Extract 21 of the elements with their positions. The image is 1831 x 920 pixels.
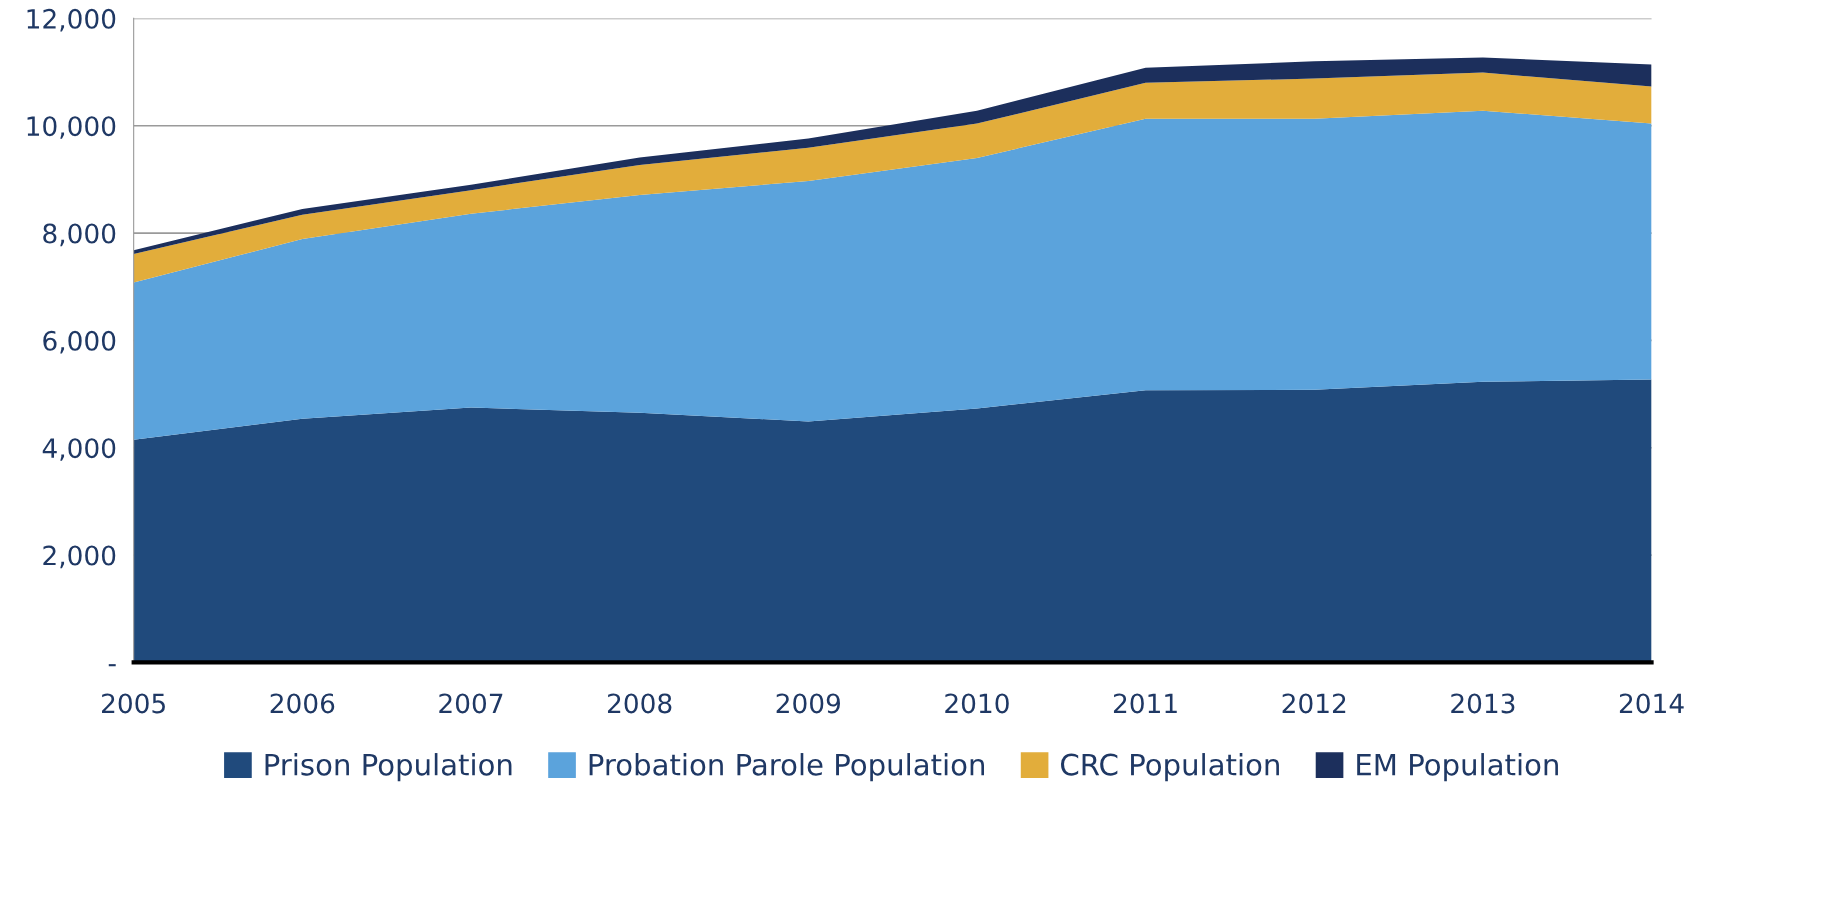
- y-tick-label: 2,000: [43, 545, 116, 569]
- x-tick-label: 2011: [1113, 693, 1177, 714]
- y-tick-label: 4,000: [42, 438, 116, 461]
- legend-label: Prison Population: [265, 753, 512, 782]
- legend-label: EM Population: [1357, 753, 1558, 782]
- legend-label: CRC Population: [1061, 753, 1279, 782]
- y-tick-label: 6,000: [43, 330, 116, 354]
- x-tick-label: 2008: [607, 693, 672, 714]
- x-tick-label: 2013: [1451, 693, 1515, 714]
- x-tick-label: 2014: [1619, 693, 1684, 714]
- y-tick-label: 12,000: [27, 8, 116, 32]
- x-tick-label: 2007: [439, 693, 503, 714]
- x-tick-label: 2012: [1282, 693, 1346, 714]
- x-tick-label: 2005: [102, 693, 165, 714]
- y-tick-label: 10,000: [27, 116, 116, 139]
- x-tick-label: 2006: [270, 693, 335, 714]
- y-tick-label: -: [108, 664, 116, 667]
- y-tick-label: 8,000: [43, 223, 116, 247]
- x-tick-label: 2010: [945, 693, 1009, 714]
- legend-label: Probation Parole Population: [589, 753, 984, 782]
- x-tick-label: 2009: [776, 693, 841, 714]
